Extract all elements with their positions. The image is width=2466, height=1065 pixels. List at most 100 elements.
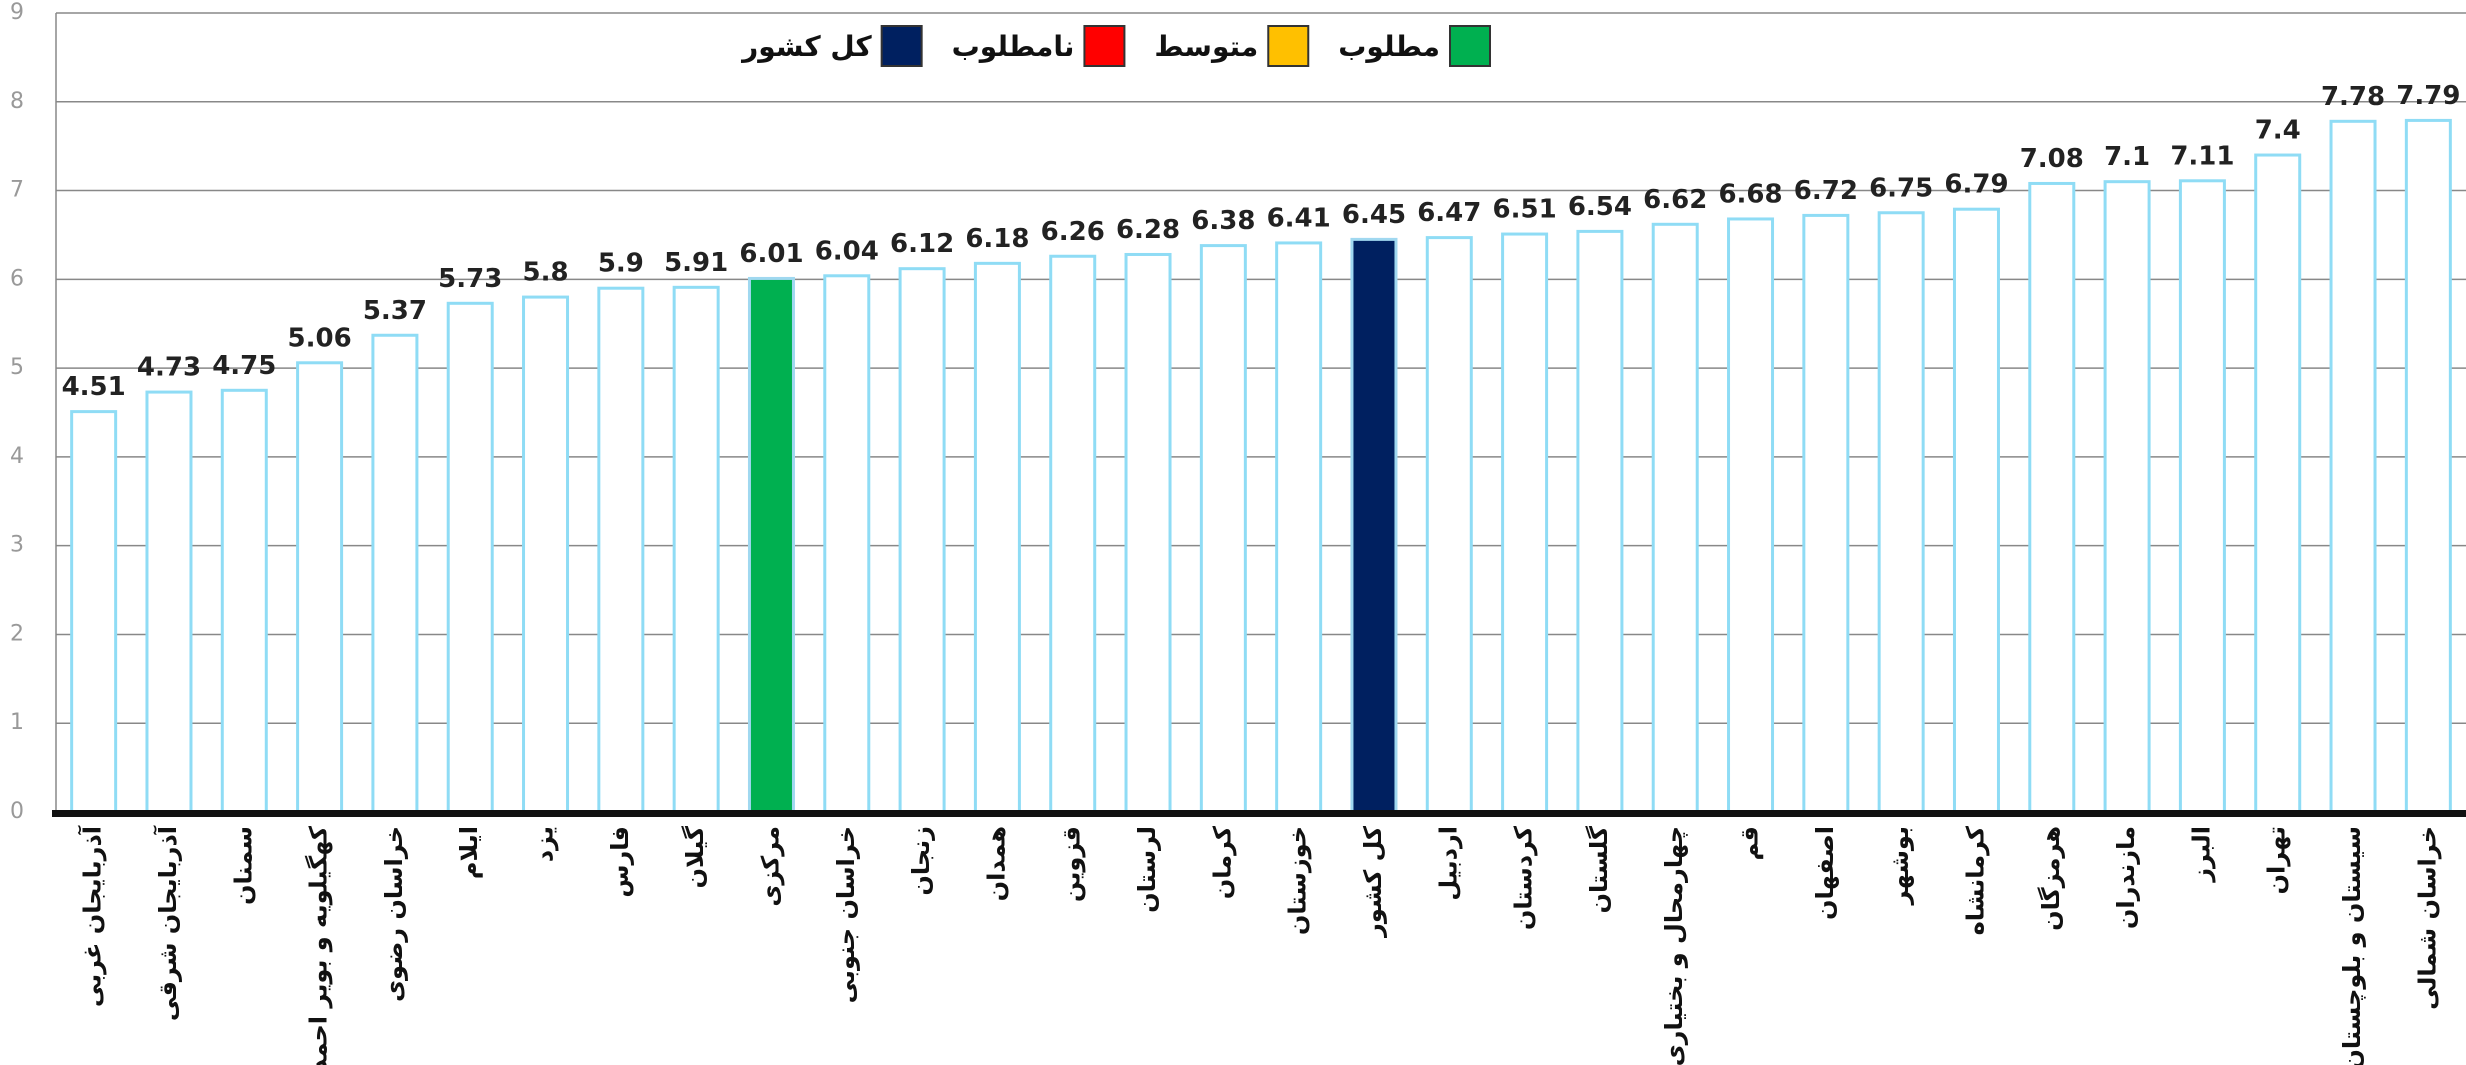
value-label: 7.4 [2255,116,2301,146]
value-label: 7.78 [2321,82,2385,112]
bar [747,276,795,814]
bar [973,261,1021,814]
x-tick-label: تهران [2263,826,2291,895]
bar [1199,244,1247,814]
x-tick-label: کل کشور [1359,826,1387,938]
value-label: 7.79 [2396,81,2460,111]
bar [2103,180,2151,814]
bar [2028,181,2076,814]
x-tick-label: کردستان [1510,826,1538,930]
value-label: 6.79 [1944,170,2008,200]
bar [1350,237,1398,814]
bar [2178,179,2226,814]
value-label: 6.47 [1417,198,1481,228]
value-label: 6.75 [1869,173,1933,203]
value-label: 6.41 [1267,203,1331,233]
legend-label: کل کشور [740,30,872,63]
value-label: 6.18 [965,224,1029,254]
legend-swatch [880,25,923,67]
bar [2404,118,2452,814]
legend-swatch [1267,25,1310,67]
bar [220,388,268,814]
bar [371,333,419,814]
x-tick-label: همدان [982,826,1010,901]
x-tick-label: قزوین [1058,826,1086,902]
x-tick-label: مرکزی [756,826,784,907]
bar [1049,254,1097,814]
value-label: 7.08 [2020,144,2084,174]
bar [145,390,193,814]
value-label: 4.73 [137,353,201,383]
bar [898,267,946,814]
y-tick-label: 4 [10,444,24,469]
x-tick-label: سمنان [229,826,257,905]
x-tick-label: البرز [2187,826,2215,883]
x-tick-label: گیلان [681,826,709,889]
value-label: 6.38 [1191,206,1255,236]
value-label: 6.68 [1718,179,1782,209]
bar [597,286,645,814]
y-tick-label: 0 [10,799,24,824]
value-label: 6.12 [890,229,954,259]
value-label: 6.51 [1493,195,1557,225]
bar [672,285,720,814]
value-label: 6.62 [1643,185,1707,215]
y-tick-label: 5 [10,355,24,380]
x-tick-label: آذربایجان شرقی [153,825,182,1021]
value-label: 5.91 [664,248,728,278]
bar [446,301,494,814]
bar [2329,119,2377,814]
bar [1727,217,1775,814]
bar [2254,153,2302,814]
bar [296,361,344,814]
x-tick-label: هرمزگان [2037,826,2065,931]
legend-label: مطلوب [1338,30,1440,63]
value-label: 6.72 [1794,176,1858,206]
y-tick-label: 7 [10,178,24,203]
bar [70,410,118,814]
value-label: 6.28 [1116,215,1180,245]
legend-label: نامطلوب [952,30,1075,63]
legend-label: متوسط [1154,30,1258,63]
x-tick-label: اصفهان [1811,826,1839,920]
bar [1877,211,1925,814]
value-label: 4.51 [62,372,126,402]
x-tick-label: بوشهر [1886,826,1914,905]
x-tick-label: مازندران [2112,826,2140,929]
bar [1124,252,1172,814]
x-tick-label: گلستان [1585,826,1613,914]
bar [1576,229,1624,814]
y-tick-label: 9 [10,0,24,25]
x-tick-label: زنجان [907,826,935,896]
value-label: 5.37 [363,296,427,326]
value-label: 4.75 [212,351,276,381]
bar [522,295,570,814]
value-label: 7.1 [2104,142,2150,172]
value-label: 6.54 [1568,192,1632,222]
x-tick-label: خراسان جنوبی [832,826,860,1003]
bar [1275,241,1323,814]
x-tick-label: قم [1736,826,1764,861]
legend-swatch [1449,25,1491,67]
value-label: 5.06 [288,323,352,353]
y-tick-label: 1 [10,710,24,735]
x-tick-label: خوزستان [1284,826,1312,935]
value-label: 6.45 [1342,200,1406,230]
value-label: 6.26 [1041,217,1105,247]
bar [1651,222,1699,814]
x-tick-label: آذربایجان غربی [78,825,107,1007]
y-tick-label: 2 [10,621,24,646]
x-tick-label: اردبیل [1434,826,1462,901]
y-tick-label: 8 [10,89,24,114]
x-tick-label: کرمانشاه [1961,826,1989,935]
value-label: 5.73 [438,264,502,294]
x-tick-label: یزد [531,826,559,862]
bar [1425,236,1473,814]
bar [1952,207,2000,814]
x-tick-label: لرستان [1133,826,1161,913]
x-tick-label: سیستان و بلوچستان [2338,826,2366,1065]
y-tick-label: 3 [10,533,24,558]
value-label: 5.8 [523,258,569,288]
x-axis [52,810,2466,817]
